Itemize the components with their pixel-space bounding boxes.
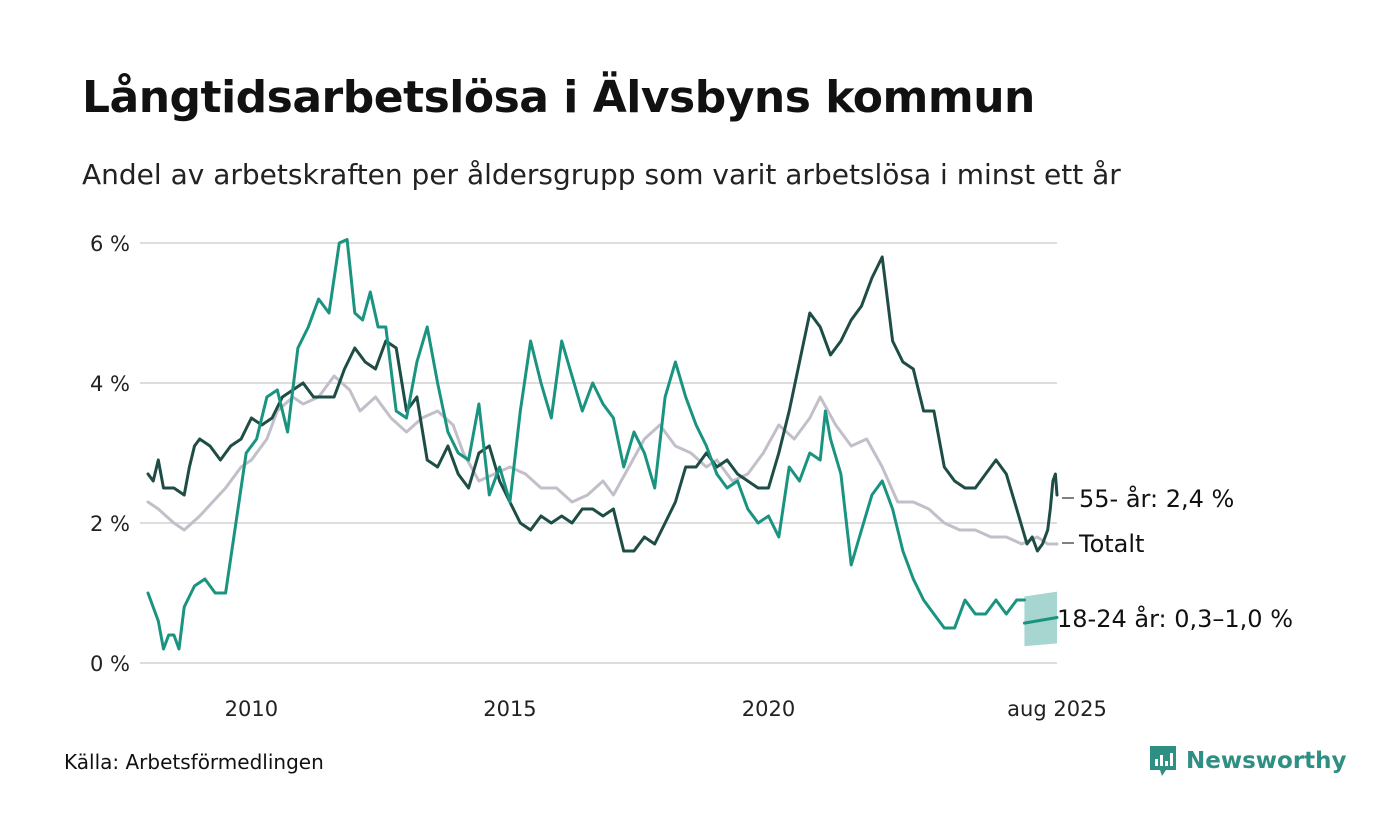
source-note: Källa: Arbetsförmedlingen [64,750,324,774]
series-line [146,255,1059,553]
brand-logo: Newsworthy [1148,744,1347,778]
x-tick-label: 2015 [483,697,536,721]
brand-name: Newsworthy [1186,748,1347,774]
end-label: 18-24 år: 0,3–1,0 % [1057,604,1293,633]
x-axis-ticks: 2010 2015 2020 aug 2025 [225,697,1107,721]
chart-subtitle: Andel av arbetskraften per åldersgrupp s… [82,158,1121,191]
series-line [146,238,1026,651]
gridlines [140,242,1057,664]
y-tick-label: 0 % [90,652,130,676]
chart-title: Långtidsarbetslösa i Älvsbyns kommun [82,72,1035,123]
x-tick-label: aug 2025 [1007,697,1107,721]
y-tick-label: 4 % [90,372,130,396]
x-tick-label: 2010 [225,697,278,721]
y-axis-ticks: 0 % 2 % 4 % 6 % [90,232,130,676]
end-label: Totalt [1078,530,1144,558]
end-labels: Totalt 55- år: 2,4 % 18-24 år: 0,3–1,0 % [1057,484,1293,633]
series-line [1022,616,1059,625]
series-line [146,374,1059,546]
newsworthy-icon [1150,746,1176,776]
y-tick-label: 6 % [90,232,130,256]
x-tick-label: 2020 [742,697,795,721]
series-lines [146,238,1059,651]
end-label: 55- år: 2,4 % [1079,484,1234,513]
y-tick-label: 2 % [90,512,130,536]
